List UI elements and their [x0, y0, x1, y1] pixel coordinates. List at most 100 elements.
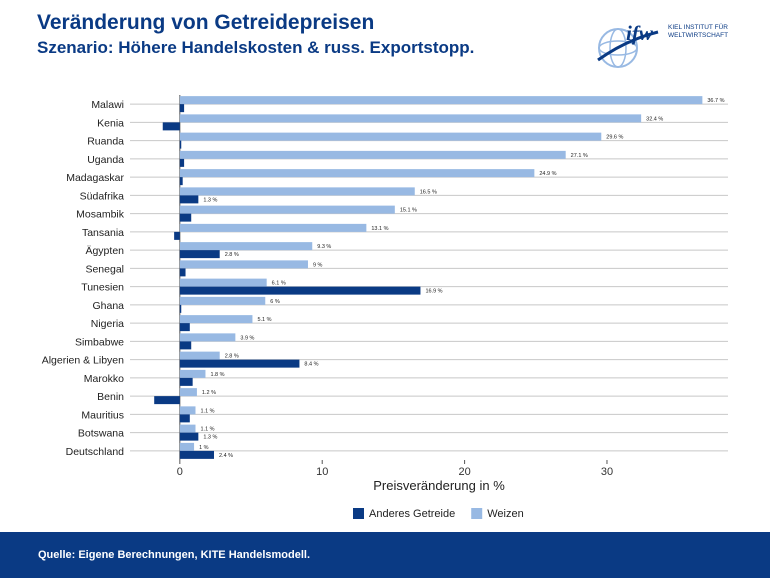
category-label: Marokko — [84, 373, 124, 385]
bar-weizen — [179, 96, 703, 105]
category-label: Tunesien — [81, 282, 124, 294]
bar-anderes-getreide — [179, 250, 220, 259]
logo-mark: ifw — [626, 21, 654, 45]
bar-anderes-getreide — [162, 122, 180, 131]
data-label-weizen: 3.9 % — [240, 335, 254, 341]
data-label-weizen: 9 % — [313, 262, 323, 268]
data-label-anderes-getreide: 16.9 % — [425, 289, 442, 295]
data-label-anderes-getreide: 2.4 % — [219, 453, 233, 459]
category-label: Tansania — [82, 227, 124, 239]
bar-anderes-getreide — [179, 359, 300, 368]
bar-weizen — [179, 187, 415, 196]
legend-label: Anderes Getreide — [369, 508, 455, 520]
bar-anderes-getreide — [179, 323, 190, 332]
x-tick-label: 20 — [458, 466, 470, 478]
bar-weizen — [179, 205, 395, 214]
logo-line-1: KIEL INSTITUT FÜR — [668, 23, 728, 31]
bar-anderes-getreide — [179, 414, 190, 423]
category-label: Simbabwe — [75, 336, 124, 348]
category-label: Algerien & Libyen — [42, 355, 124, 367]
bar-anderes-getreide — [179, 450, 215, 459]
category-label: Mauritius — [81, 409, 124, 421]
source-note: Quelle: Eigene Berechnungen, KITE Handel… — [38, 549, 310, 561]
category-label: Malawi — [91, 99, 124, 111]
bar-weizen — [179, 351, 220, 360]
data-label-weizen: 24.9 % — [539, 171, 556, 177]
bar-anderes-getreide — [179, 158, 185, 167]
logo-line-2: WELTWIRTSCHAFT — [668, 32, 728, 39]
bar-weizen — [179, 442, 195, 451]
bar-anderes-getreide — [179, 377, 193, 386]
category-label: Senegal — [85, 263, 124, 275]
category-label: Uganda — [87, 154, 124, 166]
x-tick-label: 0 — [177, 466, 183, 478]
bar-weizen — [179, 315, 253, 324]
data-label-weizen: 1.1 % — [200, 427, 214, 433]
category-label: Mosambik — [76, 209, 125, 221]
bar-anderes-getreide — [179, 177, 183, 186]
category-label: Nigeria — [91, 318, 124, 330]
data-label-weizen: 13.1 % — [371, 226, 388, 232]
category-label: Ghana — [92, 300, 124, 312]
data-label-weizen: 1 % — [199, 445, 209, 451]
data-label-weizen: 6.1 % — [272, 281, 286, 287]
x-tick-label: 30 — [601, 466, 613, 478]
bar-anderes-getreide — [179, 341, 192, 350]
data-label-weizen: 16.5 % — [420, 189, 437, 195]
data-label-weizen: 6 % — [270, 299, 280, 305]
data-label-weizen: 15.1 % — [400, 208, 417, 214]
ifw-logo: ifw KIEL INSTITUT FÜR WELTWIRTSCHAFT — [597, 21, 728, 68]
data-label-anderes-getreide: 1.3 % — [203, 197, 217, 203]
bar-weizen — [179, 369, 206, 378]
data-label-weizen: 32.4 % — [646, 116, 663, 122]
bar-anderes-getreide — [179, 104, 185, 113]
data-label-weizen: 1.8 % — [210, 372, 224, 378]
data-label-anderes-getreide: 2.8 % — [225, 252, 239, 258]
legend-swatch — [353, 508, 364, 519]
bar-anderes-getreide — [179, 195, 199, 204]
data-label-anderes-getreide: 1.3 % — [203, 435, 217, 441]
bar-weizen — [179, 169, 535, 178]
category-label: Ruanda — [87, 136, 124, 148]
bar-chart: Malawi 36.7 % Kenia 32.4 % Ruanda 29.6 % Ugand… — [42, 95, 728, 520]
bar-anderes-getreide — [179, 213, 192, 222]
bar-weizen — [179, 223, 367, 232]
category-label: Madagaskar — [66, 172, 124, 184]
data-label-weizen: 2.8 % — [225, 354, 239, 360]
footer-bar: Quelle: Eigene Berechnungen, KITE Handel… — [0, 532, 770, 578]
x-axis-title: Preisveränderung in % — [373, 478, 505, 493]
bar-anderes-getreide — [174, 231, 180, 240]
chart-subtitle: Szenario: Höhere Handelskosten & russ. E… — [37, 38, 475, 57]
bar-weizen — [179, 296, 266, 305]
category-label: Deutschland — [66, 446, 125, 458]
category-label: Ägypten — [85, 245, 124, 257]
data-label-weizen: 1.2 % — [202, 390, 216, 396]
data-label-weizen: 5.1 % — [257, 317, 271, 323]
data-label-weizen: 27.1 % — [571, 153, 588, 159]
data-label-weizen: 36.7 % — [707, 98, 724, 104]
bar-anderes-getreide — [179, 140, 182, 149]
data-label-weizen: 9.3 % — [317, 244, 331, 250]
legend-swatch — [471, 508, 483, 519]
bar-weizen — [179, 278, 267, 287]
bar-weizen — [179, 132, 602, 141]
bar-anderes-getreide — [179, 432, 199, 441]
bar-weizen — [179, 388, 197, 397]
chart-title: Veränderung von Getreidepreisen — [37, 11, 375, 34]
legend-label: Weizen — [487, 508, 523, 520]
bar-weizen — [179, 260, 308, 269]
bar-anderes-getreide — [179, 304, 182, 313]
x-tick-label: 10 — [316, 466, 328, 478]
bar-anderes-getreide — [154, 396, 180, 405]
bar-weizen — [179, 242, 313, 251]
data-label-anderes-getreide: 8.4 % — [304, 362, 318, 368]
bar-anderes-getreide — [179, 268, 186, 277]
category-label: Botswana — [78, 428, 124, 440]
bar-weizen — [179, 114, 642, 123]
bar-weizen — [179, 150, 566, 159]
category-label: Südafrika — [80, 190, 125, 202]
data-label-weizen: 29.6 % — [606, 135, 623, 141]
bar-anderes-getreide — [179, 286, 421, 295]
category-label: Kenia — [97, 117, 124, 129]
data-label-weizen: 1.1 % — [200, 408, 214, 414]
